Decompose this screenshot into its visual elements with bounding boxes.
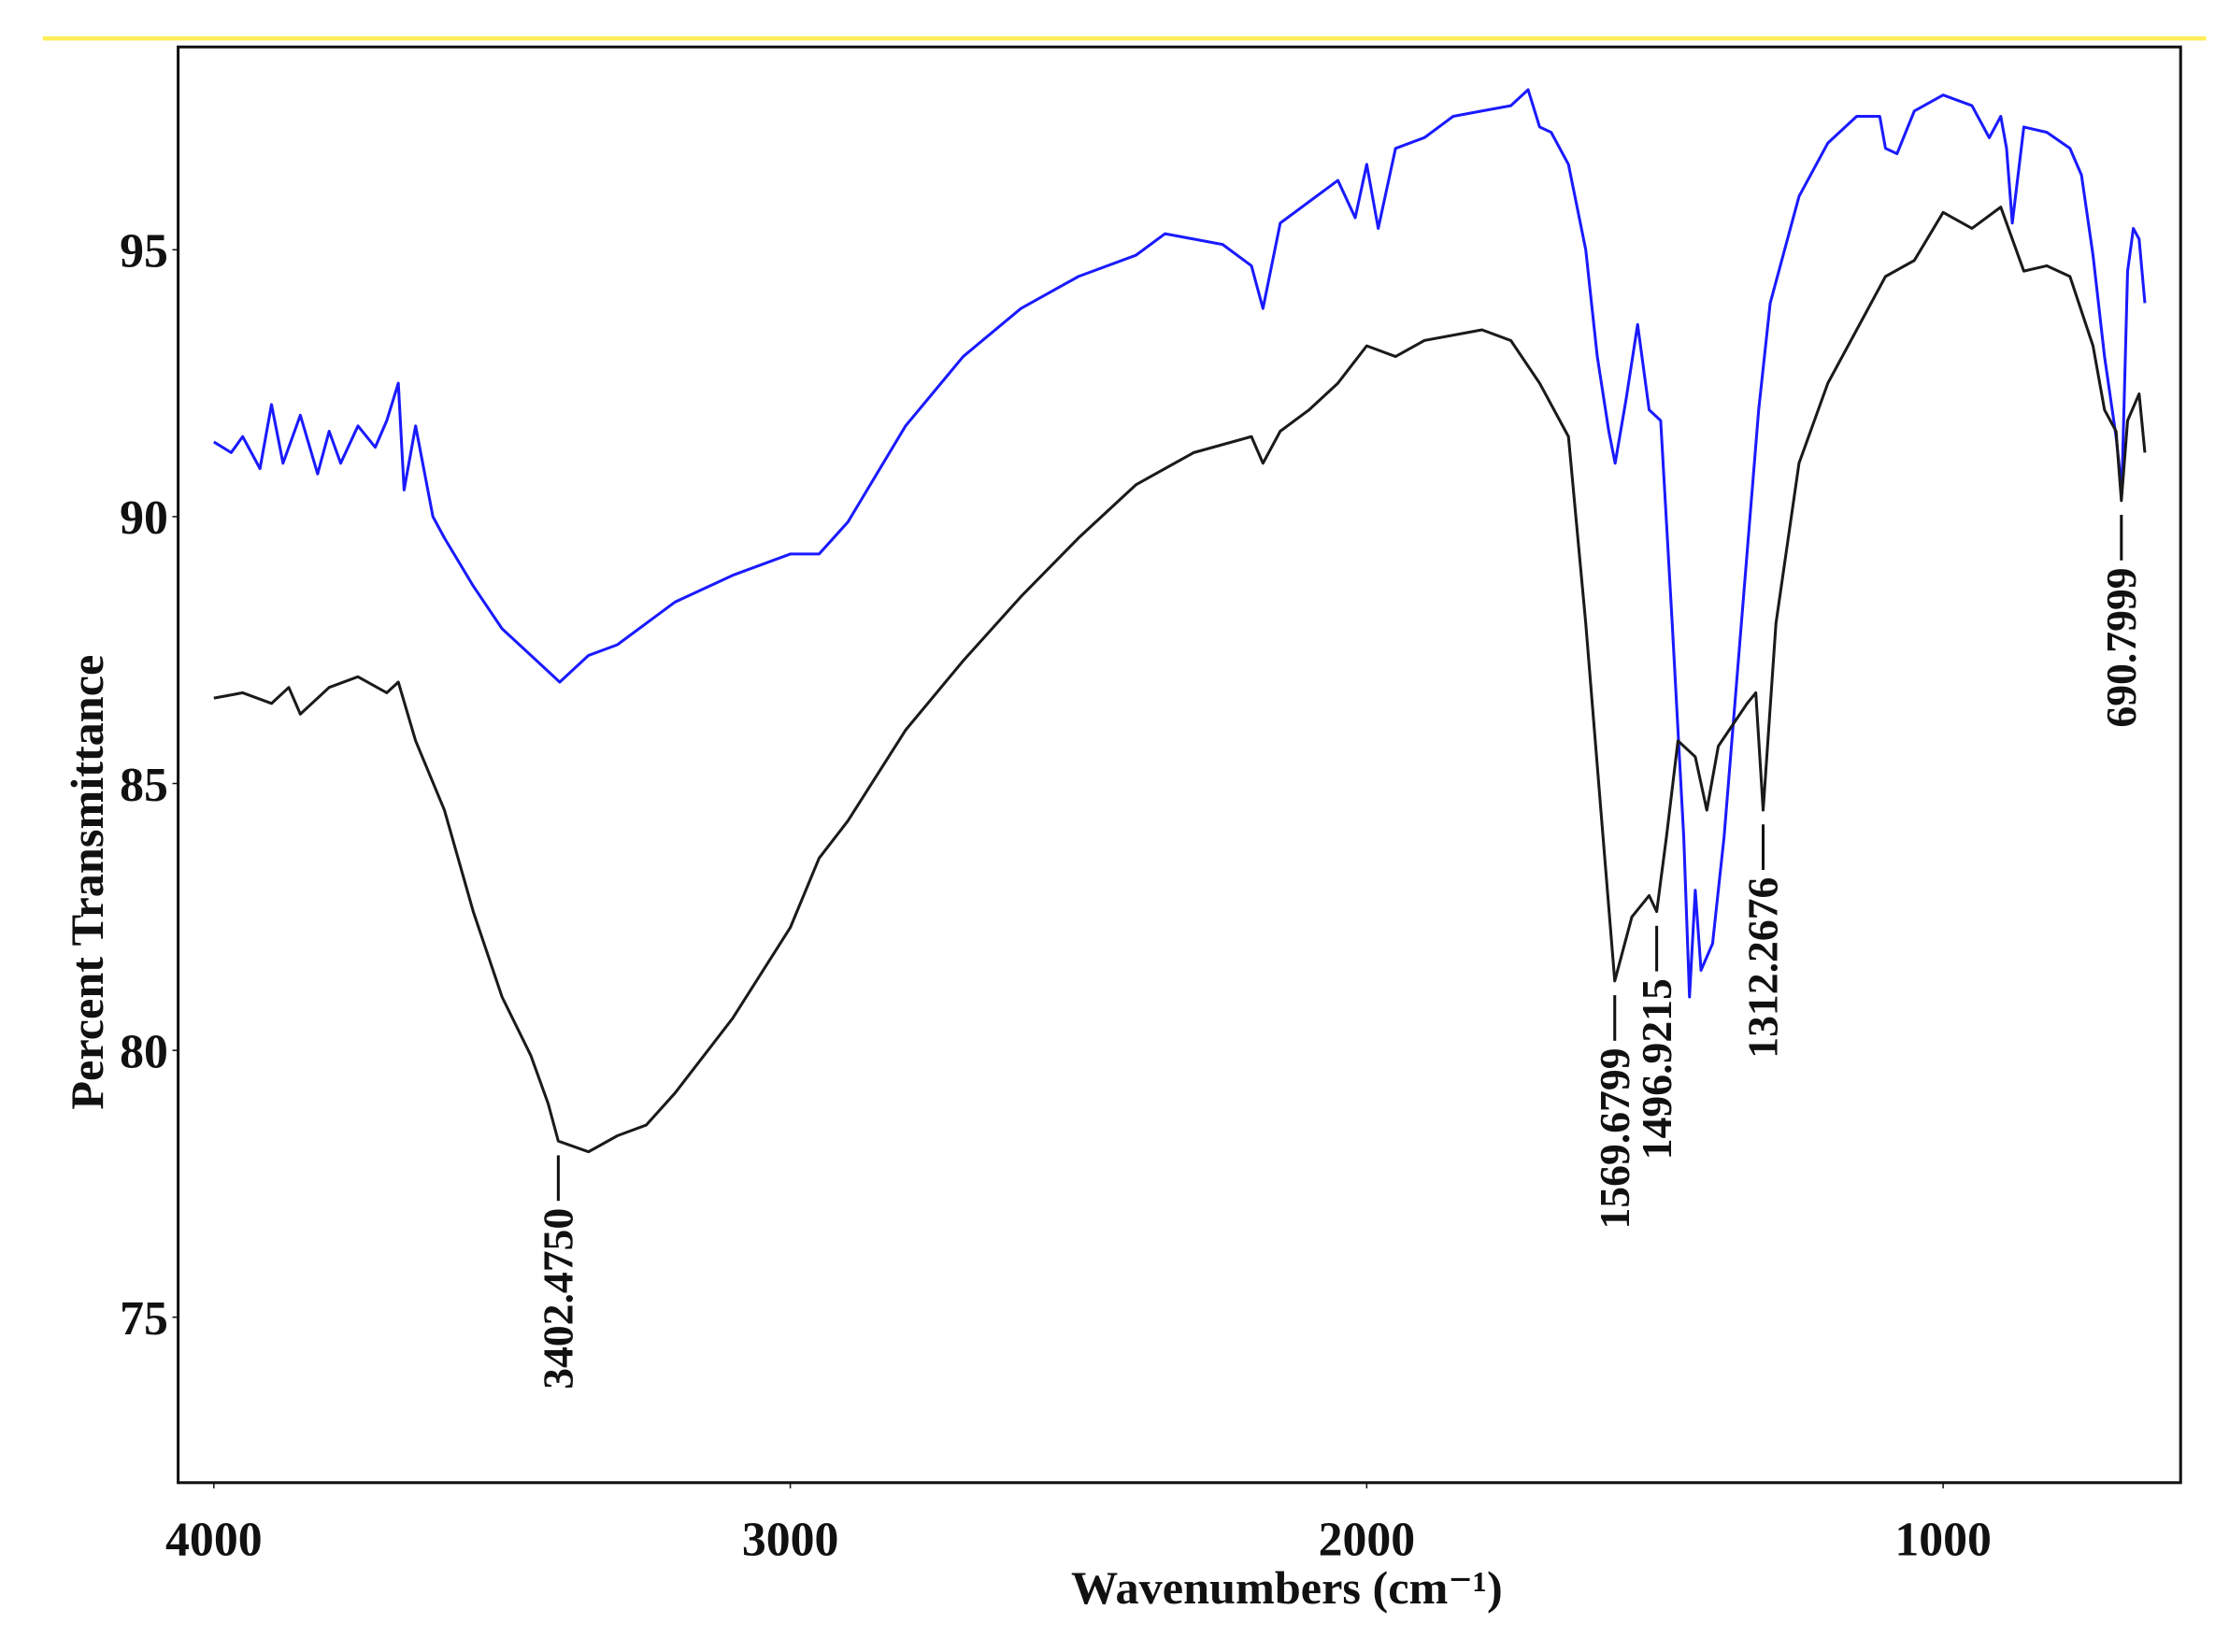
y-tick-label: 80 — [120, 1025, 168, 1078]
x-tick-label: 1000 — [1894, 1513, 1992, 1566]
plot-frame — [177, 45, 2182, 1485]
x-tick-label: 2000 — [1319, 1513, 1416, 1566]
x-tick-label: 4000 — [165, 1513, 263, 1566]
y-tick-label: 85 — [120, 759, 168, 812]
annotation-label: 1569.6799 — [1591, 1047, 1638, 1229]
series-line — [213, 88, 2147, 999]
annotation-label: 690.7999 — [2097, 567, 2145, 727]
series-line — [213, 206, 2147, 1154]
y-axis-title: Percent Transmittance — [61, 655, 113, 1110]
y-tick-label: 75 — [120, 1292, 168, 1346]
annotation-label: 1312.2676 — [1739, 877, 1787, 1059]
y-tick-label: 95 — [120, 225, 168, 278]
annotation-label: 3402.4750 — [535, 1208, 582, 1389]
x-axis-title: Wavenumbers (cm⁻¹) — [1071, 1561, 1503, 1614]
x-tick-label: 3000 — [742, 1513, 839, 1566]
annotation-label: 1496.9215 — [1633, 978, 1680, 1160]
y-tick-label: 90 — [120, 491, 168, 545]
